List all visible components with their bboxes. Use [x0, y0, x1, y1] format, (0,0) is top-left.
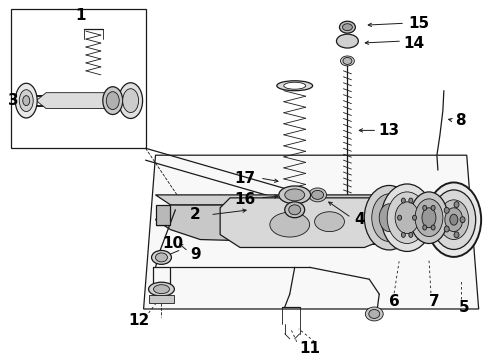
Text: 1: 1: [75, 8, 86, 23]
Text: 8: 8: [456, 113, 466, 128]
Ellipse shape: [19, 90, 33, 112]
Ellipse shape: [444, 226, 449, 232]
Ellipse shape: [277, 81, 313, 91]
Ellipse shape: [343, 58, 352, 64]
Polygon shape: [144, 155, 479, 309]
Ellipse shape: [454, 202, 459, 208]
Ellipse shape: [423, 206, 427, 210]
Ellipse shape: [315, 212, 344, 231]
Text: 7: 7: [429, 293, 439, 309]
Polygon shape: [155, 205, 399, 244]
Text: 3: 3: [8, 93, 19, 108]
Ellipse shape: [122, 89, 139, 113]
Ellipse shape: [431, 225, 435, 230]
Ellipse shape: [279, 186, 311, 204]
Text: 14: 14: [403, 36, 425, 50]
Ellipse shape: [379, 204, 399, 231]
Ellipse shape: [309, 188, 326, 202]
Ellipse shape: [148, 282, 174, 296]
Ellipse shape: [153, 285, 170, 294]
Polygon shape: [220, 198, 384, 247]
Text: 17: 17: [234, 171, 256, 185]
Text: 13: 13: [379, 123, 400, 138]
Ellipse shape: [23, 96, 30, 105]
Ellipse shape: [106, 92, 119, 109]
Text: 9: 9: [190, 247, 200, 262]
Ellipse shape: [444, 207, 449, 213]
Text: 15: 15: [409, 16, 430, 31]
Ellipse shape: [413, 215, 416, 220]
Text: 10: 10: [162, 236, 183, 251]
Ellipse shape: [366, 307, 383, 321]
Ellipse shape: [439, 200, 469, 239]
Ellipse shape: [410, 192, 448, 243]
Ellipse shape: [337, 34, 358, 48]
Text: 6: 6: [389, 293, 399, 309]
Ellipse shape: [454, 232, 459, 238]
Ellipse shape: [119, 83, 143, 118]
Ellipse shape: [445, 208, 463, 231]
Ellipse shape: [415, 199, 443, 237]
Ellipse shape: [155, 253, 168, 262]
Ellipse shape: [372, 194, 407, 242]
Ellipse shape: [285, 202, 305, 218]
Ellipse shape: [432, 190, 476, 249]
Polygon shape: [36, 93, 116, 109]
Text: 12: 12: [128, 314, 149, 328]
Ellipse shape: [15, 83, 37, 118]
Ellipse shape: [103, 87, 122, 114]
Ellipse shape: [285, 189, 305, 201]
Ellipse shape: [450, 214, 458, 225]
Ellipse shape: [369, 310, 380, 319]
Text: 4: 4: [354, 212, 365, 227]
Ellipse shape: [151, 251, 172, 264]
Ellipse shape: [289, 205, 301, 215]
Ellipse shape: [401, 233, 405, 237]
Ellipse shape: [270, 212, 310, 237]
Bar: [148, 295, 174, 303]
Ellipse shape: [387, 192, 427, 243]
Ellipse shape: [422, 208, 436, 228]
Polygon shape: [155, 205, 171, 225]
Ellipse shape: [395, 202, 419, 234]
Ellipse shape: [365, 185, 414, 250]
Text: 11: 11: [299, 341, 320, 356]
Ellipse shape: [381, 184, 433, 251]
Polygon shape: [155, 195, 394, 205]
Ellipse shape: [284, 82, 306, 89]
Text: 16: 16: [234, 192, 256, 207]
Bar: [11, 9, 146, 148]
Ellipse shape: [409, 233, 413, 237]
Ellipse shape: [460, 217, 465, 223]
Ellipse shape: [426, 183, 481, 257]
Ellipse shape: [401, 198, 405, 203]
Ellipse shape: [312, 190, 323, 199]
Text: 2: 2: [190, 207, 201, 222]
Ellipse shape: [397, 215, 402, 220]
Text: 5: 5: [459, 300, 469, 315]
Ellipse shape: [340, 21, 355, 33]
Ellipse shape: [341, 56, 354, 66]
Ellipse shape: [431, 206, 435, 210]
Ellipse shape: [409, 198, 413, 203]
Ellipse shape: [423, 225, 427, 230]
Ellipse shape: [343, 24, 352, 31]
